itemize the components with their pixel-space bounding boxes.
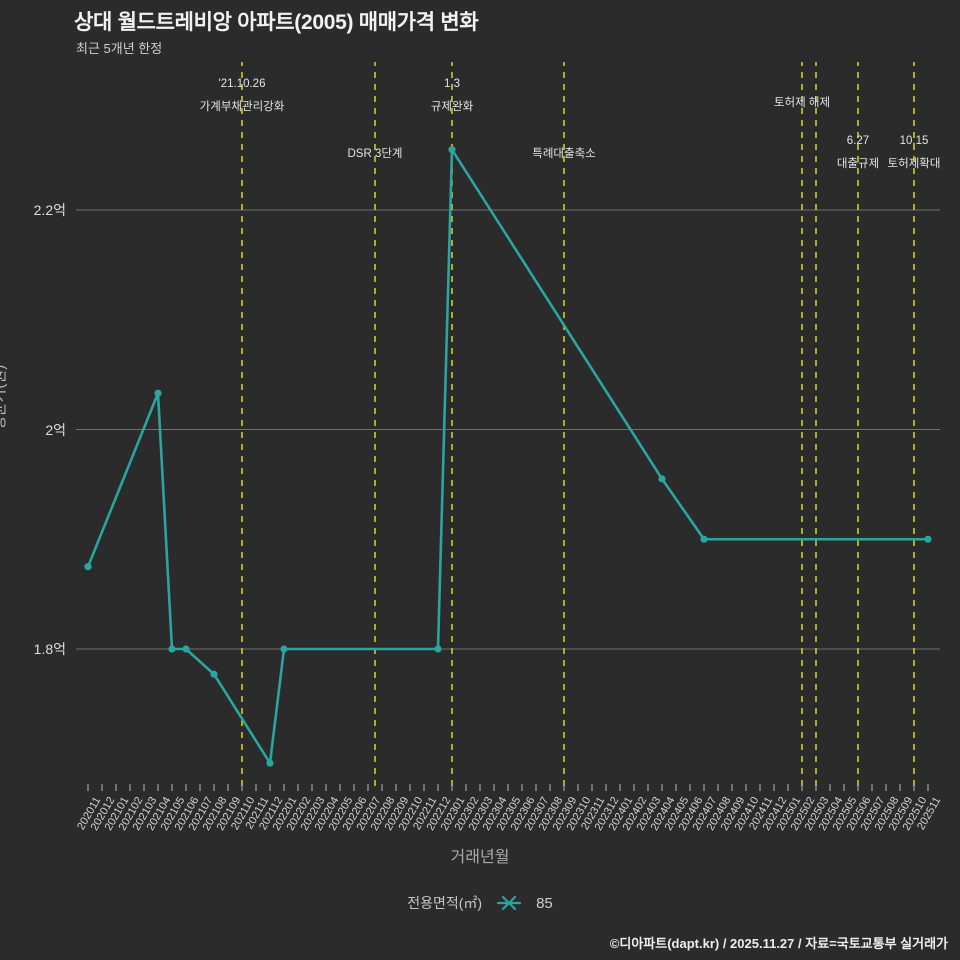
legend-title: 전용면적(㎡) bbox=[407, 895, 483, 911]
legend: 전용면적(㎡) 85 bbox=[0, 893, 960, 913]
event-name-label: 토허제확대 bbox=[887, 158, 941, 170]
y-axis-tick-label: 1.8억 bbox=[33, 641, 66, 657]
event-name-label: 대출규제 bbox=[836, 158, 880, 170]
event-name-label: 가계부채관리강화 bbox=[199, 101, 285, 113]
y-axis-tick-label: 2.2억 bbox=[33, 202, 66, 218]
event-date-label: '21.10.26 bbox=[218, 78, 266, 90]
event-date-label: 6.27 bbox=[846, 135, 870, 147]
data-point[interactable] bbox=[280, 645, 288, 653]
data-point[interactable] bbox=[266, 759, 274, 767]
data-point[interactable] bbox=[182, 645, 190, 653]
data-point[interactable] bbox=[84, 563, 92, 571]
data-point[interactable] bbox=[924, 535, 932, 543]
chart-title: 상대 월드트레비앙 아파트(2005) 매매가격 변화 bbox=[74, 11, 479, 34]
event-name-label: 특례대출축소 bbox=[532, 148, 596, 160]
event-name-label: DSR 3단계 bbox=[347, 148, 403, 160]
legend-entry-label: 85 bbox=[536, 894, 553, 912]
data-point[interactable] bbox=[154, 389, 162, 397]
event-date-label: 1.3 bbox=[444, 78, 460, 90]
footer-credit: ©디아파트(dapt.kr) / 2025.11.27 / 자료=국토교통부 실… bbox=[609, 936, 948, 951]
data-point[interactable] bbox=[700, 535, 708, 543]
data-point[interactable] bbox=[210, 670, 218, 678]
plot-area bbox=[76, 62, 940, 792]
event-name-label: 토허제 해제 bbox=[773, 97, 831, 109]
y-axis-tick-label: 2억 bbox=[45, 421, 66, 438]
event-date-label: 10.15 bbox=[899, 135, 929, 147]
data-point[interactable] bbox=[168, 645, 176, 653]
series-line-0 bbox=[86, 148, 930, 765]
event-name-label: 규제완화 bbox=[430, 101, 474, 113]
star-marker-icon bbox=[496, 895, 522, 911]
data-point[interactable] bbox=[658, 475, 666, 483]
data-point[interactable] bbox=[434, 645, 442, 653]
chart-subtitle: 최근 5개년 한정 bbox=[76, 41, 163, 56]
x-axis-title: 거래년월 bbox=[450, 849, 510, 866]
plot-svg bbox=[76, 62, 940, 792]
data-point[interactable] bbox=[448, 146, 456, 154]
